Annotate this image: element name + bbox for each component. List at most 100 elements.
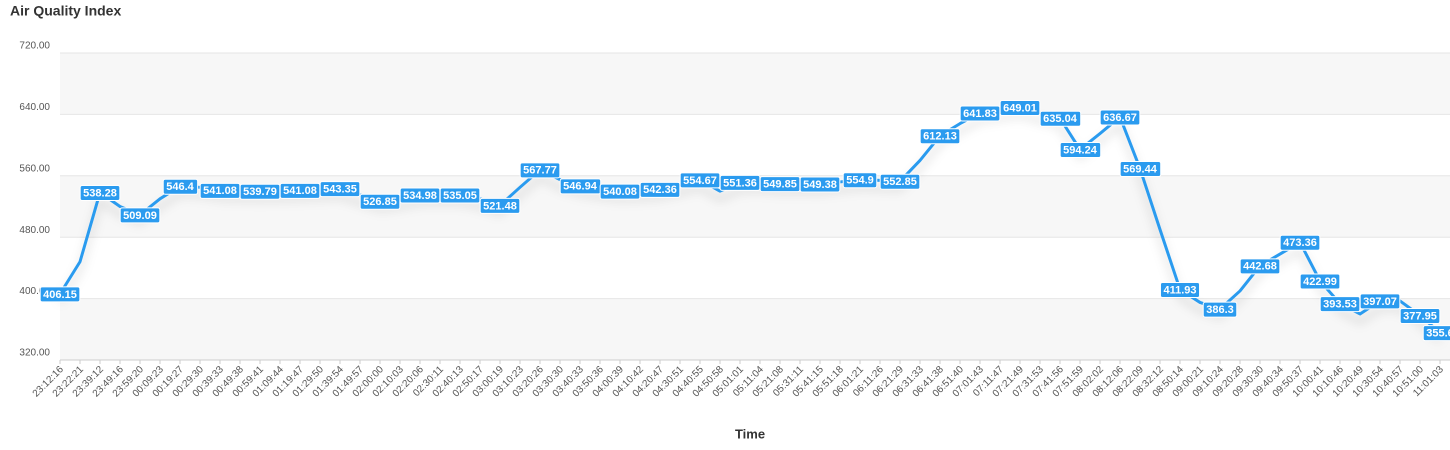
data-label: 546.4 bbox=[162, 178, 199, 195]
data-label-box bbox=[1099, 109, 1141, 126]
data-label-text: 473.36 bbox=[1283, 237, 1317, 249]
y-tick-label: 400.00 bbox=[19, 286, 50, 297]
data-label-text: 386.3 bbox=[1206, 304, 1234, 316]
data-label-box bbox=[439, 187, 481, 204]
y-tick-label: 640.00 bbox=[19, 102, 50, 113]
band bbox=[60, 298, 1450, 360]
data-label-text: 546.94 bbox=[563, 181, 598, 193]
data-label-text: 538.28 bbox=[83, 187, 117, 199]
data-label-text: 554.67 bbox=[683, 175, 717, 187]
data-label: 411.93 bbox=[1159, 281, 1201, 298]
data-label-box bbox=[1299, 273, 1341, 290]
y-tick-label: 320.00 bbox=[19, 348, 50, 359]
data-label: 541.08 bbox=[199, 182, 241, 199]
data-label: 549.38 bbox=[799, 176, 841, 193]
data-label-box bbox=[1119, 161, 1162, 178]
data-label-text: 594.24 bbox=[1063, 144, 1098, 156]
data-label-text: 540.08 bbox=[603, 186, 637, 198]
data-label-text: 355.6 bbox=[1426, 328, 1450, 340]
data-label: 542.36 bbox=[639, 181, 681, 198]
data-label: 526.85 bbox=[359, 193, 401, 210]
data-label-box bbox=[162, 178, 199, 195]
data-label-text: 539.79 bbox=[243, 186, 277, 198]
data-label-box bbox=[79, 184, 121, 201]
data-label-text: 422.99 bbox=[1303, 276, 1337, 288]
data-label-text: 377.95 bbox=[1403, 310, 1437, 322]
data-label-text: 641.83 bbox=[963, 108, 997, 120]
y-tick-label: 720.00 bbox=[19, 41, 50, 52]
data-label: 554.9 bbox=[842, 172, 878, 189]
data-label-box bbox=[879, 173, 921, 190]
data-label-text: 541.08 bbox=[283, 185, 317, 197]
data-label-text: 549.38 bbox=[803, 179, 837, 191]
data-label: 567.77 bbox=[519, 162, 561, 179]
chart-title: Air Quality Index bbox=[10, 3, 121, 19]
data-label: 386.3 bbox=[1202, 301, 1238, 318]
data-label-text: 551.36 bbox=[723, 177, 757, 189]
data-label-box bbox=[1399, 308, 1441, 325]
data-label: 554.67 bbox=[679, 172, 721, 189]
data-label-text: 554.9 bbox=[846, 175, 874, 187]
data-label-text: 534.98 bbox=[403, 190, 437, 202]
data-label: 549.85 bbox=[759, 176, 801, 193]
data-label: 636.67 bbox=[1099, 109, 1141, 126]
data-label-text: 521.48 bbox=[483, 200, 517, 212]
data-label-box bbox=[39, 286, 81, 303]
data-label-box bbox=[842, 172, 878, 189]
data-label-box bbox=[119, 207, 161, 224]
data-label-text: 612.13 bbox=[923, 131, 957, 143]
data-label: 521.48 bbox=[479, 197, 521, 214]
data-label-text: 635.04 bbox=[1043, 113, 1078, 125]
data-label-text: 526.85 bbox=[363, 196, 397, 208]
data-label: 552.85 bbox=[879, 173, 921, 190]
data-label: 397.07 bbox=[1359, 293, 1401, 310]
data-label-box bbox=[799, 176, 841, 193]
data-label-text: 543.35 bbox=[323, 183, 357, 195]
data-label-text: 636.67 bbox=[1103, 112, 1137, 124]
data-label-box bbox=[1279, 234, 1321, 251]
data-label: 649.01 bbox=[999, 99, 1041, 116]
data-label-box bbox=[1422, 325, 1450, 342]
data-label: 509.09 bbox=[119, 207, 161, 224]
data-label-text: 442.68 bbox=[1243, 261, 1277, 273]
data-label: 377.95 bbox=[1399, 308, 1441, 325]
data-label-text: 393.53 bbox=[1323, 298, 1357, 310]
data-label: 612.13 bbox=[919, 128, 961, 145]
data-label: 569.44 bbox=[1119, 161, 1162, 178]
data-label: 538.28 bbox=[79, 184, 121, 201]
data-label-text: 649.01 bbox=[1003, 102, 1037, 114]
data-label-text: 397.07 bbox=[1363, 296, 1397, 308]
data-label: 473.36 bbox=[1279, 234, 1321, 251]
data-label-box bbox=[1359, 293, 1401, 310]
data-label: 540.08 bbox=[599, 183, 641, 200]
data-label-text: 541.08 bbox=[203, 185, 237, 197]
data-label: 641.83 bbox=[959, 105, 1001, 122]
data-label-text: 552.85 bbox=[883, 176, 917, 188]
data-label-box bbox=[639, 181, 681, 198]
y-tick-label: 560.00 bbox=[19, 163, 50, 174]
data-label: 355.6 bbox=[1422, 325, 1450, 342]
data-label-text: 411.93 bbox=[1163, 284, 1196, 296]
data-label: 442.68 bbox=[1239, 258, 1281, 275]
data-label-box bbox=[1059, 142, 1102, 159]
data-label: 546.94 bbox=[559, 178, 602, 195]
data-label-box bbox=[519, 162, 561, 179]
data-label-box bbox=[1202, 301, 1238, 318]
data-label: 551.36 bbox=[719, 174, 761, 191]
data-label: 543.35 bbox=[319, 181, 361, 198]
data-label-box bbox=[479, 197, 521, 214]
data-label-box bbox=[999, 99, 1041, 116]
data-label-text: 542.36 bbox=[643, 184, 677, 196]
data-label-box bbox=[919, 128, 961, 145]
data-label: 422.99 bbox=[1299, 273, 1341, 290]
data-label: 534.98 bbox=[399, 187, 441, 204]
data-label: 635.04 bbox=[1039, 110, 1082, 127]
data-label-text: 535.05 bbox=[443, 190, 477, 202]
data-label-text: 546.4 bbox=[166, 181, 194, 193]
data-label-box bbox=[1239, 258, 1281, 275]
data-label: 535.05 bbox=[439, 187, 481, 204]
data-label-box bbox=[1159, 281, 1201, 298]
y-tick-label: 480.00 bbox=[19, 225, 50, 236]
data-label-text: 549.85 bbox=[763, 178, 797, 190]
